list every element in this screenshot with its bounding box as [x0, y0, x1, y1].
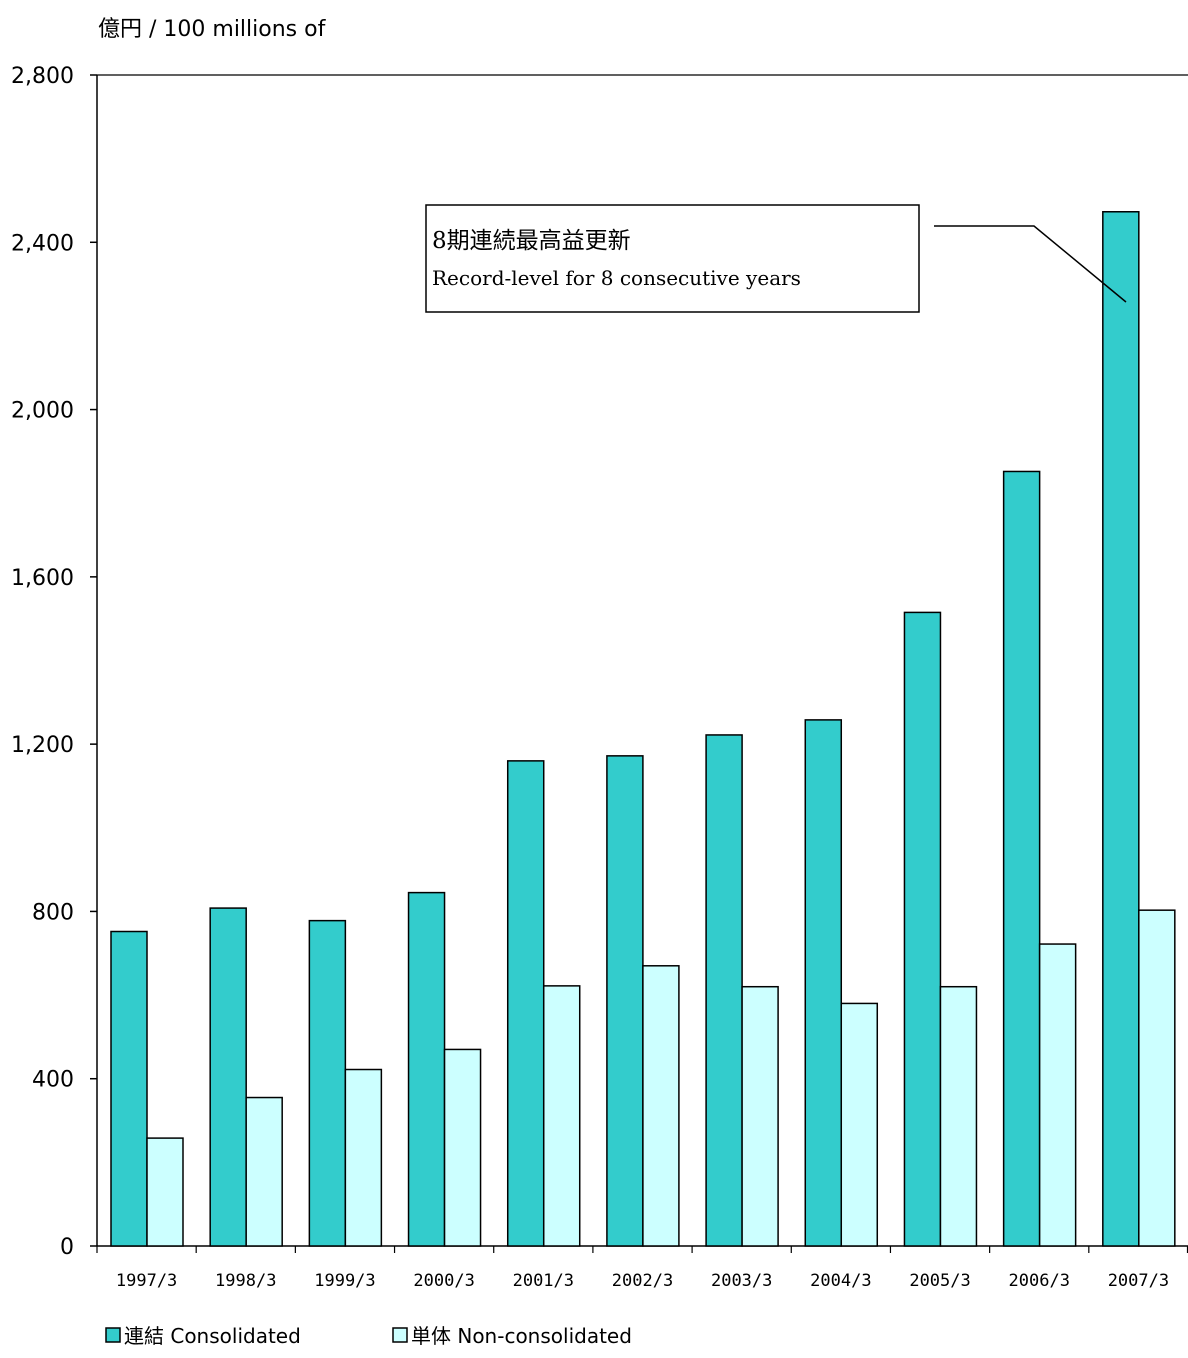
- bar-non-consolidated: [642, 965, 680, 1247]
- x-tick-label: 2007/3: [1108, 1271, 1169, 1291]
- x-tick-label: 2004/3: [810, 1271, 871, 1291]
- bar-non-consolidated: [840, 1002, 879, 1247]
- legend: 連結 Consolidated 単体 Non-consolidated: [105, 1324, 632, 1348]
- x-tick-label: 1998/3: [215, 1271, 276, 1291]
- bar-consolidated: [606, 755, 644, 1247]
- unit-label: 億円 / 100 millions of: [98, 17, 327, 42]
- legend-label-non-consolidated: 単体 Non-consolidated: [411, 1324, 632, 1348]
- y-tick-label: 2,400: [11, 231, 74, 256]
- x-tick-label: 2005/3: [909, 1271, 970, 1291]
- y-axis: 0 400 800 1,200 1,600 2,000 2,400 2,800: [11, 64, 1188, 1260]
- bar-consolidated: [804, 719, 843, 1247]
- bar-consolidated: [903, 611, 942, 1247]
- x-tick-label: 1999/3: [314, 1271, 375, 1291]
- y-tick-label: 800: [32, 900, 74, 925]
- y-tick-label: 1,200: [11, 733, 74, 758]
- bar-non-consolidated: [344, 1068, 383, 1247]
- y-tick-label: 2,000: [11, 399, 74, 424]
- annotation-leader-line: [934, 225, 1127, 303]
- bar-non-consolidated: [245, 1096, 283, 1247]
- bar-consolidated: [308, 919, 347, 1247]
- x-tick-label: 2000/3: [413, 1271, 474, 1291]
- bar-consolidated: [407, 891, 446, 1247]
- bar-consolidated: [110, 930, 148, 1247]
- bar-non-consolidated: [146, 1137, 184, 1247]
- x-tick-label: 2002/3: [612, 1271, 673, 1291]
- bar-consolidated: [1102, 211, 1140, 1247]
- bar-consolidated: [506, 760, 545, 1247]
- bar-non-consolidated: [443, 1048, 482, 1247]
- annotation-subtitle: Record-level for 8 consecutive years: [432, 266, 801, 290]
- bar-non-consolidated: [542, 985, 581, 1247]
- annotation: 8期連続最高益更新 Record-level for 8 consecutive…: [425, 204, 1127, 313]
- bar-non-consolidated: [1038, 943, 1077, 1247]
- bar-non-consolidated: [1138, 909, 1176, 1247]
- y-tick-label: 1,600: [11, 566, 74, 591]
- bar-non-consolidated: [741, 985, 779, 1247]
- legend-swatch-consolidated: [105, 1327, 121, 1343]
- y-tick-label: 2,800: [11, 64, 74, 89]
- annotation-box: [425, 204, 920, 313]
- legend-label-consolidated: 連結 Consolidated: [124, 1324, 301, 1348]
- x-tick-label: 2001/3: [513, 1271, 574, 1291]
- legend-swatch-non-consolidated: [392, 1327, 408, 1343]
- bar-consolidated: [705, 734, 743, 1247]
- bar-consolidated: [209, 907, 247, 1247]
- x-tick-label: 2003/3: [711, 1271, 772, 1291]
- y-tick-label: 400: [32, 1068, 74, 1093]
- annotation-title: 8期連続最高益更新: [432, 228, 631, 254]
- x-tick-label: 1997/3: [116, 1271, 177, 1291]
- bar-consolidated: [1002, 470, 1041, 1247]
- x-tick-label: 2006/3: [1009, 1271, 1070, 1291]
- y-tick-label: 0: [60, 1235, 74, 1260]
- bars: [110, 211, 1176, 1247]
- x-axis: 1997/3 1998/3 1999/3 2000/3 2001/3 2002/3 2003…: [96, 1245, 1188, 1291]
- bar-non-consolidated: [939, 985, 978, 1247]
